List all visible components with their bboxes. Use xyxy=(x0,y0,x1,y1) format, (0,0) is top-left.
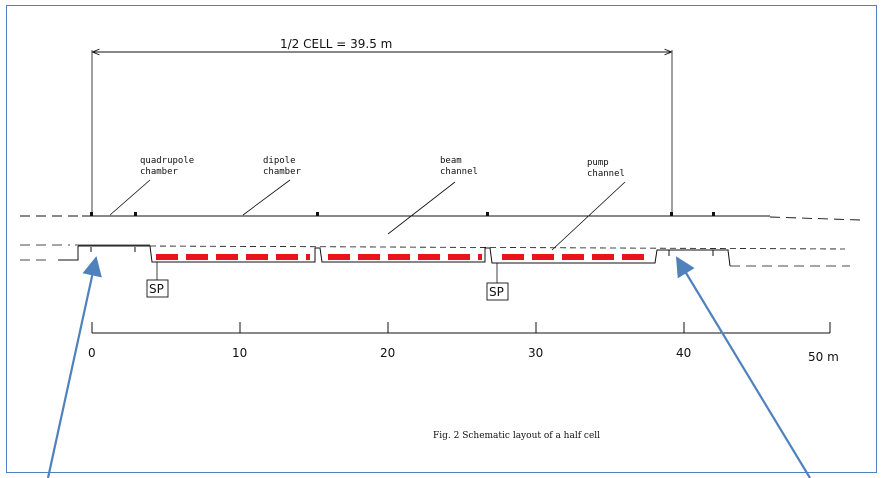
top-wall-dashed-right xyxy=(769,216,861,221)
sp-box xyxy=(486,282,509,301)
sputter-pump-1: SP xyxy=(146,262,169,298)
arrow-right xyxy=(675,256,811,478)
flange-mark xyxy=(712,212,715,216)
scale-label-50: 50 m xyxy=(808,350,839,364)
leader-lines xyxy=(109,179,626,251)
scale-bar: 0 10 20 30 40 50 m xyxy=(88,322,839,364)
scale-label-10: 10 xyxy=(232,346,247,360)
half-cell-dimension: 1/2 CELL = 39.5 m xyxy=(91,37,673,215)
scale-label-30: 30 xyxy=(528,346,543,360)
scale-label-0: 0 xyxy=(88,346,96,360)
label-pump-line2: channel xyxy=(587,169,625,179)
beam-channel-boundary xyxy=(20,244,850,267)
sputter-pump-2: SP xyxy=(486,263,509,301)
flange-mark xyxy=(486,212,489,216)
flange-mark xyxy=(670,212,673,216)
scale-label-40: 40 xyxy=(676,346,691,360)
label-beam-line2: channel xyxy=(440,167,478,177)
leader-beam xyxy=(387,181,456,235)
sp-label: SP xyxy=(149,282,164,296)
arrow-left xyxy=(46,256,102,478)
label-quadrupole-line2: chamber xyxy=(140,167,179,177)
flange-mark xyxy=(134,212,137,216)
leader-dipole xyxy=(242,179,291,216)
label-pump-line1: pump xyxy=(587,158,609,168)
scale-label-20: 20 xyxy=(380,346,395,360)
inner-marks xyxy=(90,247,714,256)
label-dipole-line1: dipole xyxy=(263,156,296,166)
chamber-lower-outline xyxy=(58,245,731,267)
chamber-top-wall xyxy=(20,212,861,221)
boundary-dashed xyxy=(149,245,846,250)
label-dipole-line2: chamber xyxy=(263,167,302,177)
label-quadrupole-line1: quadrupole xyxy=(140,156,194,166)
flange-mark xyxy=(316,212,319,216)
sp-box xyxy=(146,279,169,298)
label-beam-line1: beam xyxy=(440,156,462,166)
leader-quadrupole xyxy=(109,179,151,216)
half-cell-title: 1/2 CELL = 39.5 m xyxy=(280,37,392,51)
flange-mark xyxy=(90,212,93,216)
annotation-arrows xyxy=(46,256,811,478)
figure-frame xyxy=(6,5,877,473)
component-labels: quadrupole chamber dipole chamber beam c… xyxy=(140,156,625,179)
sp-label: SP xyxy=(489,285,504,299)
figure-caption: Fig. 2 Schematic layout of a half cell xyxy=(433,431,600,441)
